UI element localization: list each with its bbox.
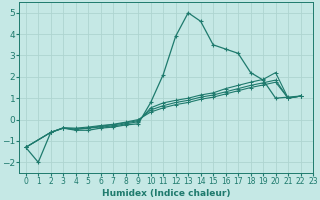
X-axis label: Humidex (Indice chaleur): Humidex (Indice chaleur) bbox=[102, 189, 230, 198]
